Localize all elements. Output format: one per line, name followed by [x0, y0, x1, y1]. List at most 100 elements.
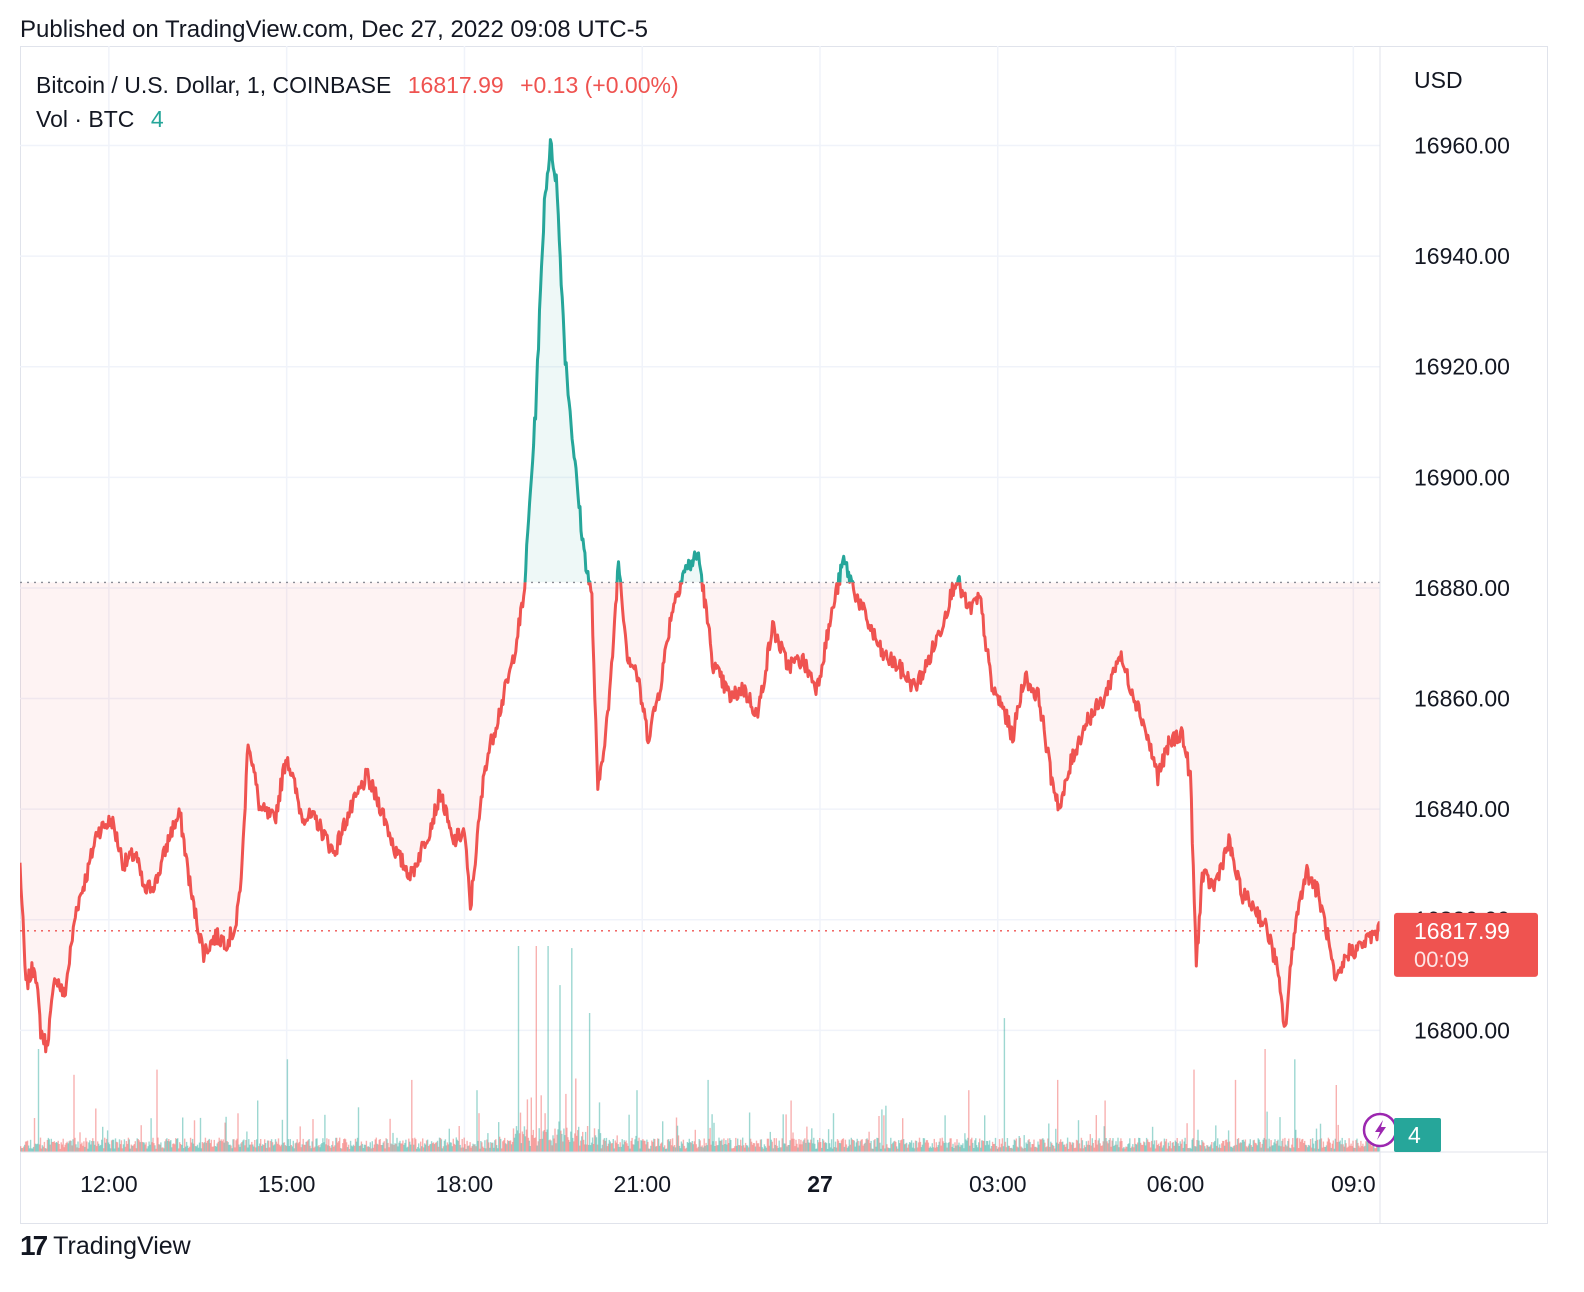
volume-bar: [242, 1140, 244, 1152]
volume-bar: [1075, 1139, 1078, 1152]
chart-frame[interactable]: USD 16960.00 16940.00 16920.00 16900.00 1688…: [20, 46, 1548, 1224]
volume-bar: [728, 1143, 730, 1152]
tradingview-brand[interactable]: TradingView: [53, 1231, 191, 1260]
volume-bar: [949, 1138, 951, 1152]
volume-bar: [228, 1144, 230, 1152]
volume-legend-label[interactable]: Vol · BTC: [36, 106, 135, 132]
volume-bar: [1072, 1142, 1075, 1152]
volume-bar: [252, 1144, 254, 1152]
volume-bar: [778, 1140, 780, 1152]
price-tick-label: 16880.00: [1414, 575, 1510, 601]
volume-bar: [244, 1145, 246, 1152]
volume-bar: [219, 1140, 221, 1152]
volume-bar: [208, 1138, 210, 1152]
volume-bar: [1333, 1148, 1335, 1152]
volume-bar: [576, 1135, 578, 1152]
volume-bar: [381, 1145, 383, 1152]
volume-bar: [587, 1144, 590, 1152]
volume-bar: [468, 1145, 470, 1152]
lightning-icon[interactable]: [1362, 1112, 1398, 1148]
volume-bar: [357, 1107, 360, 1152]
volume-bar: [982, 1140, 984, 1152]
volume-bar: [395, 1143, 397, 1152]
volume-bar: [203, 1142, 206, 1152]
volume-bar: [539, 1139, 541, 1152]
volume-bar: [287, 1139, 290, 1152]
volume-bar: [377, 1144, 379, 1152]
volume-bar: [708, 1138, 710, 1152]
volume-bar: [618, 1146, 620, 1152]
volume-bar: [124, 1146, 127, 1152]
volume-legend[interactable]: Vol · BTC 4: [36, 106, 164, 133]
volume-bar: [355, 1141, 358, 1152]
volume-bar: [597, 1129, 600, 1152]
price-chart[interactable]: USD 16960.00 16940.00 16920.00 16900.00 1688…: [20, 46, 1548, 1224]
volume-bar: [1250, 1145, 1252, 1152]
volume-bar: [43, 1141, 46, 1152]
volume-bar: [292, 1140, 294, 1152]
volume-bar: [127, 1137, 130, 1152]
price-tick-label: 16900.00: [1414, 464, 1510, 490]
volume-bar: [200, 1148, 203, 1152]
volume-bar: [987, 1144, 990, 1152]
volume-bar: [749, 1138, 752, 1152]
volume-bar: [1050, 1141, 1052, 1152]
volume-bar: [230, 1145, 232, 1152]
volume-bar: [1160, 1141, 1163, 1152]
volume-bar: [1088, 1144, 1090, 1152]
volume-bar: [160, 1142, 162, 1152]
volume-bar: [715, 1141, 717, 1152]
volume-bar: [190, 1142, 193, 1152]
price-tick-label: 16960.00: [1414, 133, 1510, 159]
price-scale[interactable]: USD 16960.00 16940.00 16920.00 16900.00 1688…: [1414, 67, 1510, 1043]
volume-bar: [1070, 1144, 1073, 1152]
volume-bar: [494, 1140, 496, 1152]
volume-bar: [199, 1117, 202, 1152]
volume-bar: [654, 1139, 656, 1152]
footer[interactable]: 17 TradingView: [20, 1230, 191, 1262]
volume-bar: [459, 1144, 461, 1152]
volume-bar: [735, 1137, 737, 1152]
volume-bar: [507, 1141, 510, 1152]
volume-bar: [1128, 1143, 1130, 1152]
volume-bar: [1012, 1144, 1014, 1152]
volume-bar: [301, 1144, 303, 1152]
volume-bar: [766, 1138, 769, 1152]
volume-bar: [649, 1148, 651, 1152]
volume-bar: [440, 1139, 443, 1152]
volume-bar: [1214, 1140, 1216, 1152]
time-scale[interactable]: 12:00 15:00 18:00 21:00 27 03:00 06:00 09:0: [80, 1171, 1376, 1197]
volume-bar: [1119, 1141, 1121, 1152]
volume-bar: [688, 1138, 690, 1152]
tradingview-logo-icon[interactable]: 17: [20, 1230, 48, 1261]
volume-bar: [907, 1144, 910, 1152]
volume-bar: [604, 1140, 607, 1152]
volume-bar: [105, 1138, 108, 1152]
volume-bar: [324, 1114, 326, 1152]
last-price-value: 16817.99: [407, 72, 504, 98]
volume-bar: [1179, 1141, 1181, 1152]
volume-bar: [1266, 1111, 1268, 1152]
volume-bar: [147, 1146, 149, 1152]
volume-bar: [400, 1143, 402, 1152]
volume-bar: [409, 1141, 411, 1152]
volume-bar: [237, 1113, 239, 1152]
volume-bar: [387, 1142, 389, 1152]
volume-bar: [446, 1142, 449, 1152]
price-tick-label: 16840.00: [1414, 796, 1510, 822]
volume-bar: [934, 1147, 936, 1152]
volume-bar: [898, 1140, 900, 1152]
volume-bar: [565, 1093, 567, 1152]
volume-bar: [359, 1145, 362, 1152]
volume-bar: [573, 1141, 575, 1152]
symbol-legend[interactable]: Bitcoin / U.S. Dollar, 1, COINBASE 16817…: [36, 72, 679, 99]
volume-bar: [502, 1141, 504, 1152]
volume-bar: [131, 1145, 133, 1152]
volume-bar: [526, 1099, 529, 1152]
symbol-title[interactable]: Bitcoin / U.S. Dollar, 1, COINBASE: [36, 72, 392, 98]
volume-bar: [992, 1144, 995, 1152]
volume-bar: [1113, 1146, 1115, 1152]
volume-bar: [177, 1138, 179, 1152]
volume-bar: [104, 1137, 106, 1152]
volume-bar: [1177, 1143, 1179, 1152]
